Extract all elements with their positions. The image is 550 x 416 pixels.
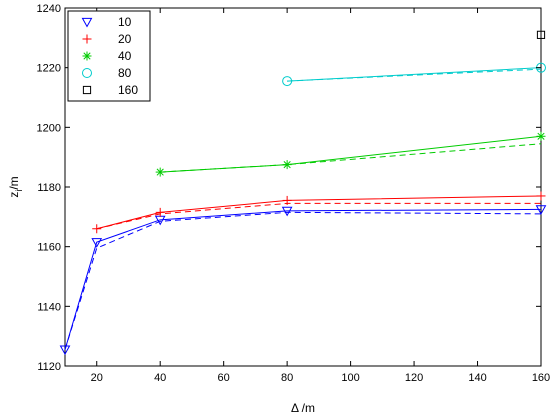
data-point — [536, 191, 546, 201]
legend-marker — [82, 34, 92, 44]
x-tick-label: 80 — [281, 372, 293, 384]
y-tick-label: 1160 — [37, 242, 61, 254]
data-point — [281, 206, 293, 217]
y-axis-label-unit: /m — [7, 176, 21, 189]
x-tick-label: 140 — [468, 372, 486, 384]
legend-entry: 40 — [82, 49, 132, 63]
series-160 — [536, 30, 546, 39]
y-axis-label-subscript: i — [14, 190, 24, 192]
legend-box — [67, 10, 151, 102]
legend-label: 80 — [118, 66, 132, 80]
series-line-dashed — [160, 143, 542, 173]
y-axis-label: zi/m — [7, 176, 24, 197]
data-point — [59, 345, 71, 356]
legend-entry: 10 — [81, 15, 132, 29]
legend-entry: 20 — [82, 32, 132, 46]
data-point — [282, 76, 293, 87]
series-layer — [59, 30, 547, 356]
legend-label: 10 — [118, 15, 132, 29]
legend-entry: 160 — [82, 83, 138, 97]
data-point — [155, 167, 165, 177]
data-point — [91, 238, 103, 248]
y-tick-label: 1120 — [37, 361, 61, 373]
x-tick-label: 100 — [341, 372, 359, 384]
x-tick-label: 40 — [154, 372, 166, 384]
data-point — [155, 207, 165, 217]
x-tick-label: 160 — [532, 372, 550, 384]
data-point — [535, 205, 547, 215]
y-axis-label-main: z — [7, 192, 21, 198]
tick-layer: 20 40 60 80 100 120 140 160 1120 1140 1160 1180 1200… — [37, 3, 550, 384]
series-line-dashed — [96, 202, 541, 230]
legend-marker — [82, 51, 92, 61]
svg-text:zi/m: zi/m — [7, 176, 24, 197]
legend-marker — [82, 85, 92, 95]
series-line-solid — [96, 195, 542, 230]
x-axis-label: Δ /m — [291, 401, 315, 415]
y-tick-label: 1200 — [37, 122, 61, 134]
data-point — [92, 224, 102, 234]
series-40 — [155, 131, 546, 177]
legend-label: 40 — [118, 49, 132, 63]
legend-entry: 80 — [82, 66, 132, 80]
data-point — [282, 195, 292, 205]
series-line-dashed — [64, 211, 542, 350]
series-20 — [92, 191, 546, 234]
y-tick-label: 1240 — [37, 3, 61, 15]
x-tick-label: 20 — [91, 372, 103, 384]
y-tick-label: 1140 — [37, 301, 61, 313]
x-tick-label: 120 — [405, 372, 423, 384]
legend: 10 20 40 80 160 — [67, 10, 151, 102]
series-line-dashed — [287, 68, 542, 82]
series-line-solid — [64, 208, 542, 350]
data-point — [536, 131, 546, 141]
data-point — [282, 160, 292, 170]
legend-marker — [81, 17, 93, 28]
y-tick-label: 1220 — [37, 63, 61, 75]
legend-label: 160 — [118, 83, 138, 97]
data-point — [536, 30, 546, 39]
legend-label: 20 — [118, 32, 132, 46]
series-80 — [282, 62, 546, 87]
legend-marker — [82, 68, 92, 78]
x-tick-label: 60 — [218, 372, 230, 384]
legend-entries: 10 20 40 80 160 — [81, 15, 138, 97]
y-tick-label: 1180 — [37, 182, 61, 194]
